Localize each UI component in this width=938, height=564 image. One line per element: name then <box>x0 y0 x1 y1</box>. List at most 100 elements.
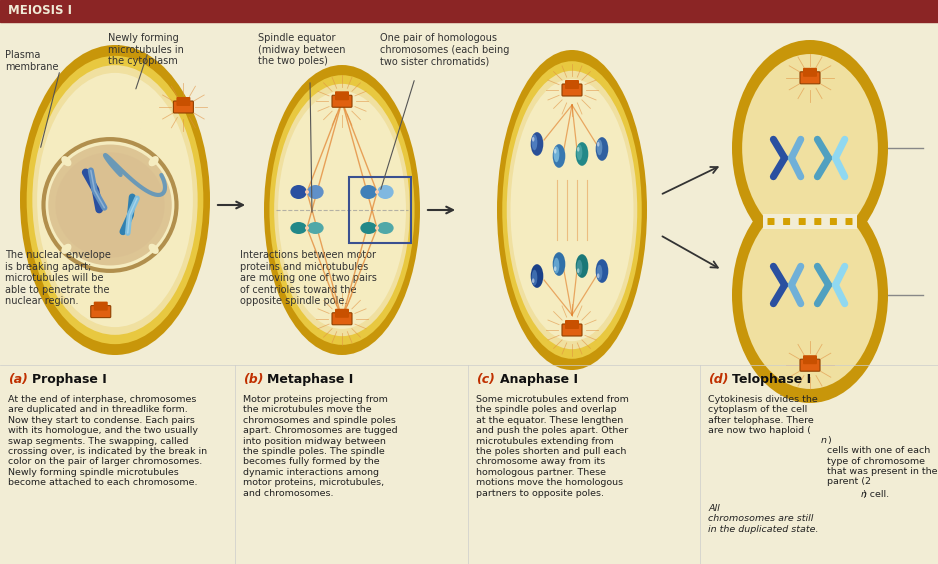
FancyBboxPatch shape <box>562 324 582 336</box>
Ellipse shape <box>732 187 888 403</box>
Bar <box>0 0 938 22</box>
Ellipse shape <box>55 152 165 258</box>
Ellipse shape <box>576 142 588 166</box>
Ellipse shape <box>577 268 580 273</box>
Text: (c): (c) <box>476 373 495 386</box>
Ellipse shape <box>597 265 602 280</box>
Ellipse shape <box>375 226 379 230</box>
Ellipse shape <box>269 75 415 345</box>
Text: Anaphase I: Anaphase I <box>500 373 578 386</box>
Text: Newly forming
microtubules in
the cytoplasm: Newly forming microtubules in the cytopl… <box>108 33 184 66</box>
Text: Motor proteins projecting from
the microtubules move the
chromosomes and spindle: Motor proteins projecting from the micro… <box>243 395 398 497</box>
FancyBboxPatch shape <box>845 218 853 225</box>
Text: Prophase I: Prophase I <box>32 373 107 386</box>
FancyBboxPatch shape <box>814 218 822 225</box>
Ellipse shape <box>732 40 888 256</box>
Ellipse shape <box>531 264 543 288</box>
FancyBboxPatch shape <box>94 302 108 311</box>
Ellipse shape <box>554 149 556 153</box>
Ellipse shape <box>148 156 159 166</box>
Ellipse shape <box>552 144 566 168</box>
Ellipse shape <box>742 54 878 242</box>
Ellipse shape <box>48 144 172 266</box>
Ellipse shape <box>577 147 580 152</box>
FancyBboxPatch shape <box>335 309 349 318</box>
Ellipse shape <box>596 137 609 161</box>
Ellipse shape <box>148 244 159 254</box>
Ellipse shape <box>375 190 379 194</box>
Text: n: n <box>821 436 827 445</box>
Text: (a): (a) <box>8 373 28 386</box>
FancyBboxPatch shape <box>91 306 111 318</box>
Bar <box>764 214 856 229</box>
Text: Some microtubules extend from
the spindle poles and overlap
at the equator. Thes: Some microtubules extend from the spindl… <box>476 395 628 497</box>
Ellipse shape <box>576 254 588 278</box>
Text: All
chromosomes are still
in the duplicated state.: All chromosomes are still in the duplica… <box>708 504 819 534</box>
Ellipse shape <box>497 50 647 370</box>
Text: Plasma
membrane: Plasma membrane <box>5 50 58 72</box>
FancyBboxPatch shape <box>783 218 790 225</box>
FancyBboxPatch shape <box>176 97 190 106</box>
Ellipse shape <box>26 56 204 344</box>
Ellipse shape <box>597 274 599 278</box>
Text: )
cells with one of each
type of chromosome
that was present in the
parent (2: ) cells with one of each type of chromos… <box>827 436 937 486</box>
FancyBboxPatch shape <box>332 95 352 107</box>
FancyBboxPatch shape <box>332 313 352 325</box>
Ellipse shape <box>532 135 537 150</box>
Text: The nuclear envelope
is breaking apart;
microtubules will be
able to penetrate t: The nuclear envelope is breaking apart; … <box>5 250 111 306</box>
Ellipse shape <box>291 222 307 234</box>
Ellipse shape <box>291 185 307 199</box>
Text: n: n <box>861 490 867 499</box>
Ellipse shape <box>38 73 193 327</box>
Text: At the end of interphase, chromosomes
are duplicated and in threadlike form.
Now: At the end of interphase, chromosomes ar… <box>8 395 207 487</box>
FancyBboxPatch shape <box>800 359 820 371</box>
Ellipse shape <box>554 266 556 271</box>
Ellipse shape <box>377 185 394 199</box>
Text: (b): (b) <box>243 373 264 386</box>
Ellipse shape <box>502 61 642 359</box>
FancyBboxPatch shape <box>798 218 806 225</box>
Ellipse shape <box>742 201 878 389</box>
Text: Telophase I: Telophase I <box>732 373 811 386</box>
Text: One pair of homologous
chromosomes (each being
two sister chromatids): One pair of homologous chromosomes (each… <box>380 33 509 66</box>
Ellipse shape <box>377 222 394 234</box>
FancyBboxPatch shape <box>800 72 820 84</box>
Text: Interactions between motor
proteins and microtubules
are moving one of two pairs: Interactions between motor proteins and … <box>240 250 377 306</box>
FancyBboxPatch shape <box>174 101 193 113</box>
FancyBboxPatch shape <box>767 218 775 225</box>
Ellipse shape <box>597 142 599 147</box>
Ellipse shape <box>553 147 559 162</box>
Text: Spindle equator
(midway between
the two poles): Spindle equator (midway between the two … <box>258 33 345 66</box>
FancyBboxPatch shape <box>565 320 579 329</box>
FancyBboxPatch shape <box>562 84 582 96</box>
Ellipse shape <box>20 45 210 355</box>
Ellipse shape <box>264 65 420 355</box>
Ellipse shape <box>532 137 535 142</box>
Ellipse shape <box>305 190 309 194</box>
Ellipse shape <box>360 222 377 234</box>
Text: (d): (d) <box>708 373 729 386</box>
Ellipse shape <box>307 185 324 199</box>
Ellipse shape <box>307 222 324 234</box>
Ellipse shape <box>32 65 198 335</box>
Ellipse shape <box>61 244 71 254</box>
Text: MEIOSIS I: MEIOSIS I <box>8 5 72 17</box>
Ellipse shape <box>577 144 582 160</box>
Ellipse shape <box>553 258 559 274</box>
FancyBboxPatch shape <box>565 80 579 89</box>
Ellipse shape <box>510 79 633 341</box>
FancyBboxPatch shape <box>335 91 349 100</box>
Text: Metaphase I: Metaphase I <box>267 373 354 386</box>
Ellipse shape <box>278 91 406 329</box>
Ellipse shape <box>532 270 537 285</box>
Ellipse shape <box>597 139 602 155</box>
Ellipse shape <box>274 84 410 336</box>
Ellipse shape <box>61 156 71 166</box>
Ellipse shape <box>552 252 566 276</box>
Ellipse shape <box>360 185 377 199</box>
FancyBboxPatch shape <box>830 218 837 225</box>
Ellipse shape <box>532 279 535 283</box>
Text: ) cell.: ) cell. <box>863 490 892 499</box>
Ellipse shape <box>596 259 609 283</box>
FancyBboxPatch shape <box>803 355 817 364</box>
